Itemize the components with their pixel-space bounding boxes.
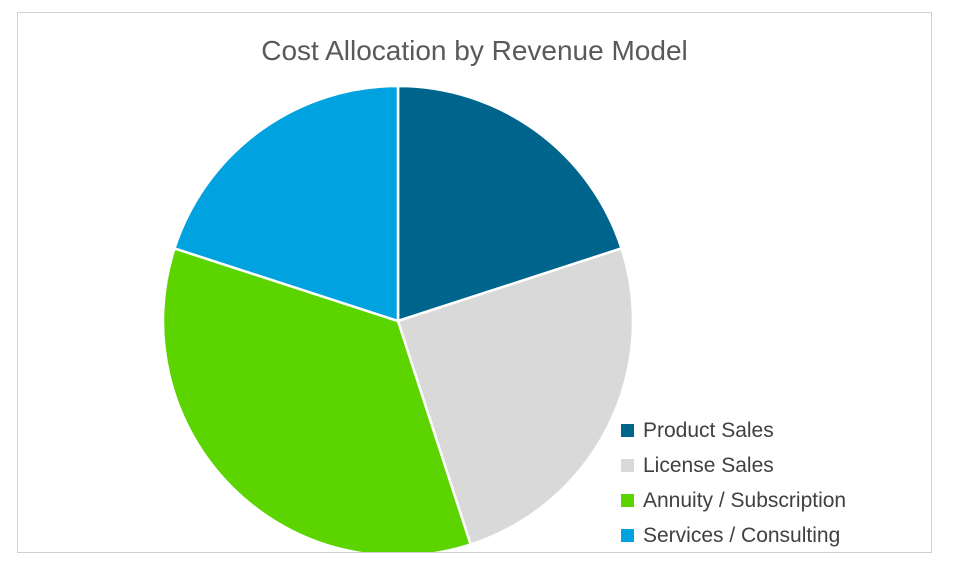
legend-item-services-consulting: Services / Consulting <box>621 518 846 553</box>
legend-item-license-sales: License Sales <box>621 448 846 483</box>
legend-swatch <box>621 424 634 437</box>
legend: Product Sales License Sales Annuity / Su… <box>621 413 846 553</box>
legend-item-annuity-subscription: Annuity / Subscription <box>621 483 846 518</box>
legend-swatch <box>621 494 634 507</box>
pie-slice-annuity-subscription <box>161 246 473 552</box>
legend-label: License Sales <box>643 453 774 477</box>
legend-label: Product Sales <box>643 418 774 442</box>
chart-title: Cost Allocation by Revenue Model <box>261 35 688 66</box>
pie-slice-product-sales <box>396 84 624 323</box>
pie-slice-license-sales <box>396 246 635 547</box>
legend-label: Services / Consulting <box>643 523 841 547</box>
legend-item-product-sales: Product Sales <box>621 413 846 448</box>
pie-slice-services-consulting <box>172 84 400 323</box>
chart-area: Cost Allocation by Revenue Model Product… <box>17 12 932 553</box>
pie-chart <box>161 84 635 552</box>
legend-swatch <box>621 529 634 542</box>
legend-swatch <box>621 459 634 472</box>
legend-label: Annuity / Subscription <box>643 488 847 512</box>
